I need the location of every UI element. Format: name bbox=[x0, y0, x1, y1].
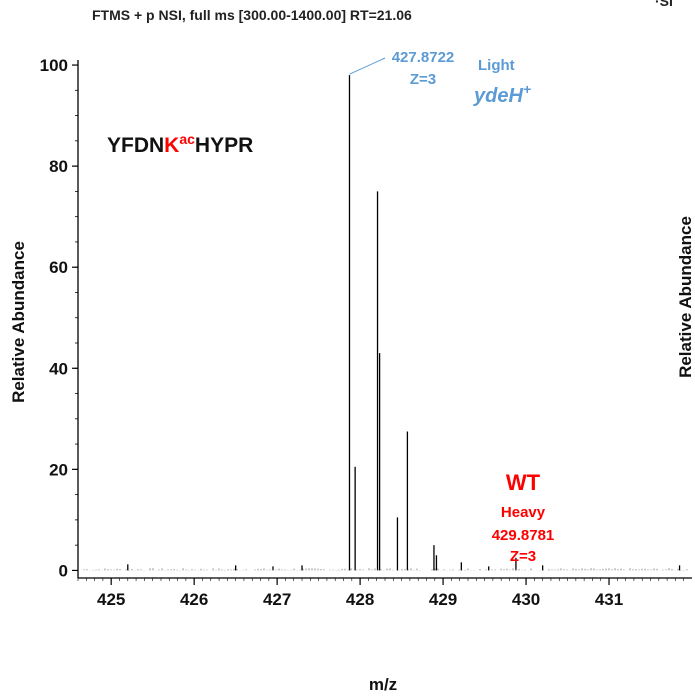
wt-label: WT bbox=[506, 470, 541, 495]
light-mz-label: 427.8722 bbox=[392, 49, 455, 66]
heavy-mz-label: 429.8781 bbox=[492, 527, 555, 544]
y-tick-label: 40 bbox=[49, 359, 68, 378]
x-tick-label: 426 bbox=[180, 590, 208, 609]
light-leader-line bbox=[349, 57, 386, 75]
heavy-charge-label: Z=3 bbox=[510, 548, 536, 565]
x-tick-label: 429 bbox=[429, 590, 457, 609]
light-charge-label: Z=3 bbox=[410, 71, 436, 88]
y-tick-label: 100 bbox=[40, 56, 68, 75]
heavy-label: Heavy bbox=[501, 504, 546, 521]
light-label: Light bbox=[478, 57, 515, 74]
x-tick-label: 427 bbox=[263, 590, 291, 609]
y-tick-label: 0 bbox=[59, 561, 68, 580]
y-axis-label: Relative Abundance bbox=[9, 241, 28, 403]
x-axis-label: m/z bbox=[369, 675, 397, 694]
y-tick-label: 60 bbox=[49, 258, 68, 277]
peptide-mod-residue: K bbox=[164, 134, 179, 157]
peptide-prefix: YFDN bbox=[107, 134, 164, 157]
peptide-mod-superscript: ac bbox=[179, 131, 195, 147]
baseline-noise bbox=[83, 568, 688, 571]
light-strain-label: ydeH+ bbox=[473, 81, 531, 107]
y-tick-label: 20 bbox=[49, 460, 68, 479]
corner-text-fragment: ·SI bbox=[655, 0, 673, 9]
x-tick-label: 428 bbox=[346, 590, 374, 609]
peptide-suffix: HYPR bbox=[195, 134, 253, 157]
y-tick-label: 80 bbox=[49, 157, 68, 176]
x-tick-label: 431 bbox=[595, 590, 623, 609]
light-annotation: 427.8722 Z=3 Light ydeH+ bbox=[349, 49, 531, 107]
peptide-sequence: YFDNKacHYPR bbox=[107, 131, 253, 157]
scan-info-header: FTMS + p NSI, full ms [300.00-1400.00] R… bbox=[92, 7, 412, 23]
x-tick-label: 430 bbox=[512, 590, 540, 609]
axes: 0 20 40 60 80 100 425 426 427 428 429 430 431 bbox=[40, 56, 692, 609]
peaks-group bbox=[127, 75, 681, 571]
y-axis-label-right: Relative Abundance bbox=[676, 216, 695, 378]
x-tick-label: 425 bbox=[97, 590, 125, 609]
heavy-annotation: WT Heavy 429.8781 Z=3 bbox=[492, 470, 555, 565]
